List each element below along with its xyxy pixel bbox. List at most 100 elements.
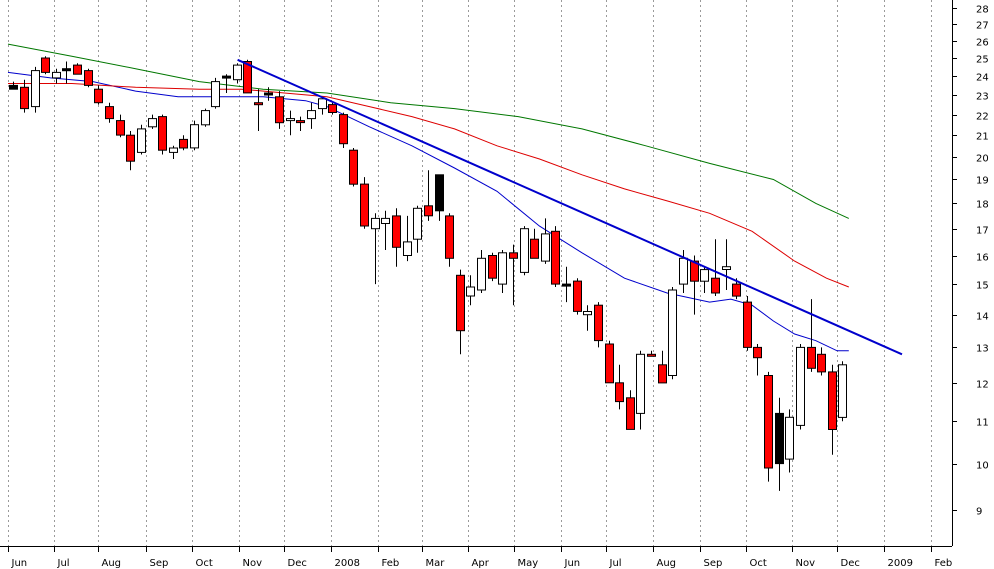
candle-body-52 — [562, 283, 571, 287]
candle-body-18 — [201, 110, 210, 126]
x-axis: Jun Jul Aug Sep Oct Nov Dec 2008 Feb Mar Apr May Jun… — [8, 546, 953, 569]
candle-67 — [722, 239, 731, 290]
y-tick-label-20: 20 — [976, 154, 989, 165]
candle-8 — [94, 85, 103, 105]
candle-62 — [668, 287, 677, 380]
candle-18 — [201, 108, 210, 127]
candle-61 — [658, 350, 667, 384]
candle-body-2 — [31, 70, 40, 108]
x-tick-label-6: Dec — [288, 558, 307, 569]
candle-10 — [116, 114, 125, 138]
candle-body-19 — [211, 81, 220, 108]
candle-39 — [424, 170, 433, 221]
candle-body-72 — [775, 412, 784, 465]
x-tick-label-20: Feb — [935, 558, 953, 569]
candle-body-51 — [551, 230, 560, 285]
candle-body-55 — [594, 304, 603, 342]
candle-body-68 — [732, 283, 741, 297]
candle-body-57 — [615, 382, 624, 403]
candle-body-8 — [94, 88, 103, 104]
candle-51 — [551, 226, 560, 287]
y-tick-label-18: 18 — [976, 200, 989, 211]
candle-body-75 — [807, 346, 816, 369]
candle-body-64 — [690, 260, 699, 282]
candle-body-63 — [679, 257, 688, 285]
x-tick-label-17: Nov — [796, 558, 816, 569]
candle-7 — [84, 68, 93, 88]
candle-69 — [743, 296, 752, 351]
candle-17 — [190, 120, 199, 151]
moving-averages — [7, 43, 850, 352]
x-tick-label-11: May — [518, 558, 539, 569]
candle-body-20 — [222, 75, 231, 79]
candle-36 — [392, 208, 401, 267]
candles — [9, 56, 847, 491]
moving-average-line-3 — [7, 43, 850, 219]
candle-5 — [62, 61, 71, 84]
candle-body-37 — [403, 241, 412, 256]
candle-body-74 — [796, 346, 805, 426]
candle-66 — [711, 239, 720, 296]
candle-body-41 — [445, 215, 454, 259]
y-tick-label-24: 24 — [976, 73, 989, 84]
candle-body-25 — [275, 96, 284, 124]
y-tick-label-26: 26 — [976, 38, 989, 49]
candle-body-5 — [62, 68, 71, 72]
candle-32 — [349, 148, 358, 187]
candle-body-67 — [722, 266, 731, 271]
candle-body-73 — [785, 416, 794, 460]
candle-78 — [838, 361, 847, 422]
x-tick-label-14: Aug — [657, 558, 677, 569]
trendline-line — [237, 58, 903, 356]
candle-65 — [700, 266, 709, 293]
candle-body-9 — [105, 106, 114, 120]
candle-29 — [318, 96, 327, 115]
candle-50 — [541, 218, 550, 264]
candle-body-56 — [605, 343, 614, 384]
candle-26 — [286, 110, 295, 136]
y-tick-label-25: 25 — [976, 55, 989, 66]
candle-42 — [456, 269, 465, 355]
candle-46 — [498, 250, 507, 293]
candle-body-71 — [764, 375, 773, 469]
candle-71 — [764, 371, 773, 482]
candle-0 — [9, 81, 18, 90]
candle-body-21 — [233, 64, 242, 81]
candle-1 — [20, 79, 29, 113]
candle-body-4 — [52, 71, 61, 79]
candle-body-42 — [456, 274, 465, 332]
candle-body-6 — [73, 64, 82, 75]
x-tick-label-12: Jun — [564, 558, 581, 569]
candle-48 — [520, 226, 529, 276]
candle-body-58 — [626, 397, 635, 430]
candle-body-28 — [307, 110, 316, 120]
candle-37 — [403, 215, 412, 262]
candle-73 — [785, 409, 794, 473]
candle-body-54 — [583, 311, 592, 316]
candle-54 — [583, 305, 592, 331]
candle-23 — [254, 89, 263, 131]
candle-body-0 — [9, 84, 18, 90]
candle-11 — [126, 131, 135, 171]
candle-60 — [647, 350, 656, 357]
candle-25 — [275, 91, 284, 129]
candle-body-61 — [658, 364, 667, 384]
candle-body-46 — [498, 252, 507, 285]
x-tick-label-0: Jun — [11, 558, 28, 569]
candle-27 — [296, 116, 305, 131]
y-tick-label-19: 19 — [976, 176, 989, 187]
candle-body-12 — [137, 128, 146, 153]
candle-body-31 — [339, 114, 348, 145]
x-tick-label-19: 2009 — [888, 558, 913, 569]
candle-body-34 — [371, 217, 380, 230]
x-tick-label-8: Feb — [382, 558, 400, 569]
candle-41 — [445, 213, 454, 267]
candle-33 — [360, 177, 369, 229]
candle-44 — [477, 250, 486, 293]
candle-body-48 — [520, 228, 529, 273]
candle-body-10 — [116, 120, 125, 136]
candle-body-33 — [360, 183, 369, 227]
candle-56 — [605, 340, 614, 384]
candle-body-16 — [179, 138, 188, 149]
candle-body-69 — [743, 301, 752, 348]
